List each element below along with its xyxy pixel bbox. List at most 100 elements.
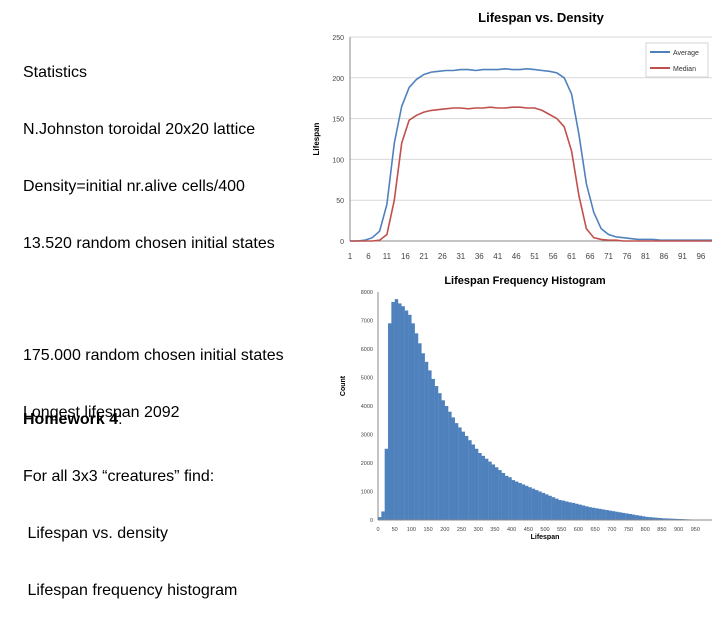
x-tick-label: 1 [348,252,353,261]
histogram-bar [568,502,571,520]
histogram-bar [515,482,518,520]
x-tick-label: 91 [678,252,687,261]
x-tick-label: 16 [401,252,410,261]
histogram-bar [572,503,575,520]
x-tick-label: 0 [376,527,379,533]
histogram-bar [602,509,605,520]
histogram-bar [385,449,388,520]
histogram-bar [468,440,471,520]
histogram-bar [605,510,608,520]
histogram-bar [625,513,628,520]
x-tick-label: 550 [557,527,566,533]
histogram-bar [482,456,485,520]
x-tick-label: 950 [691,527,700,533]
histogram-bar [545,494,548,520]
histogram-bar [632,515,635,520]
histogram-bar [548,496,551,520]
x-tick-label: 26 [438,252,447,261]
legend-label: Median [673,66,696,73]
histogram-bar [488,462,491,520]
y-tick-label: 1000 [361,490,373,496]
x-tick-label: 86 [660,252,669,261]
histogram-bar [475,449,478,520]
histogram-bar [562,501,565,520]
histogram-bar [435,386,438,520]
y-tick-label: 150 [332,117,344,124]
histogram-bar [592,508,595,520]
x-tick-label: 66 [586,252,595,261]
homework-line: For all 3x3 “creatures” find: [23,467,237,486]
x-tick-label: 56 [549,252,558,261]
histogram-bar [598,509,601,520]
histogram-bar [542,493,545,520]
histogram-bar [608,511,611,520]
histogram-bar [458,427,461,520]
x-tick-label: 900 [674,527,683,533]
x-tick-label: 46 [512,252,521,261]
series-line-median [350,107,712,241]
histogram-bar [538,492,541,521]
x-tick-label: 61 [567,252,576,261]
random-line: 175.000 random chosen initial states [23,346,284,365]
lifespan-frequency-histogram: Lifespan Frequency Histogram010002000300… [330,268,718,540]
homework-line: Lifespan frequency histogram [23,581,237,600]
x-tick-label: 76 [623,252,632,261]
histogram-bar [635,515,638,520]
x-tick-label: 96 [696,252,705,261]
histogram-bar [462,432,465,520]
histogram-bar [478,453,481,520]
histogram-bar [612,511,615,520]
histogram-bar [381,511,384,520]
x-tick-label: 400 [507,527,516,533]
y-tick-label: 4000 [361,404,373,410]
x-tick-label: 50 [392,527,398,533]
histogram-bar [505,476,508,520]
stats-line: N.Johnston toroidal 20x20 lattice [23,120,275,139]
histogram-bar [421,353,424,520]
histogram-bar [595,508,598,520]
histogram-bar [485,459,488,520]
histogram-bar [585,506,588,520]
homework-heading: Homework 4: [23,410,237,429]
y-tick-label: 0 [370,518,373,524]
histogram-bar [578,505,581,520]
histogram-bar [418,343,421,520]
histogram-bar [575,504,578,520]
histogram-bar [535,490,538,520]
histogram-bar [629,514,632,520]
histogram-bar [395,299,398,520]
x-tick-label: 500 [540,527,549,533]
histogram-bar [558,500,561,520]
histogram-bar [398,303,401,520]
chart-title: Lifespan vs. Density [478,10,604,25]
histogram-bar [618,512,621,520]
series-line-average [350,69,712,241]
histogram-bar [532,489,535,520]
y-tick-label: 5000 [361,376,373,382]
histogram-bar [438,393,441,520]
histogram-bar [588,507,591,520]
histogram-bar [555,499,558,520]
x-tick-label: 71 [604,252,613,261]
x-tick-label: 350 [490,527,499,533]
x-tick-label: 450 [524,527,533,533]
y-tick-label: 50 [336,198,344,205]
histogram-bar [428,370,431,520]
histogram-bar [565,501,568,520]
x-tick-label: 11 [383,252,392,261]
x-tick-label: 850 [657,527,666,533]
stats-line: Statistics [23,63,275,82]
histogram-bar [528,487,531,520]
histogram-bar [405,311,408,520]
homework-text: Homework 4: For all 3x3 “creatures” find… [23,372,237,619]
histogram-bar [502,473,505,520]
homework-colon: : [118,411,122,428]
histogram-bar [642,516,645,520]
x-tick-label: 200 [440,527,449,533]
histogram-bar [472,444,475,520]
histogram-bar [518,483,521,520]
y-tick-label: 250 [332,35,344,42]
histogram-bar [425,362,428,520]
legend-label: Average [673,50,699,57]
